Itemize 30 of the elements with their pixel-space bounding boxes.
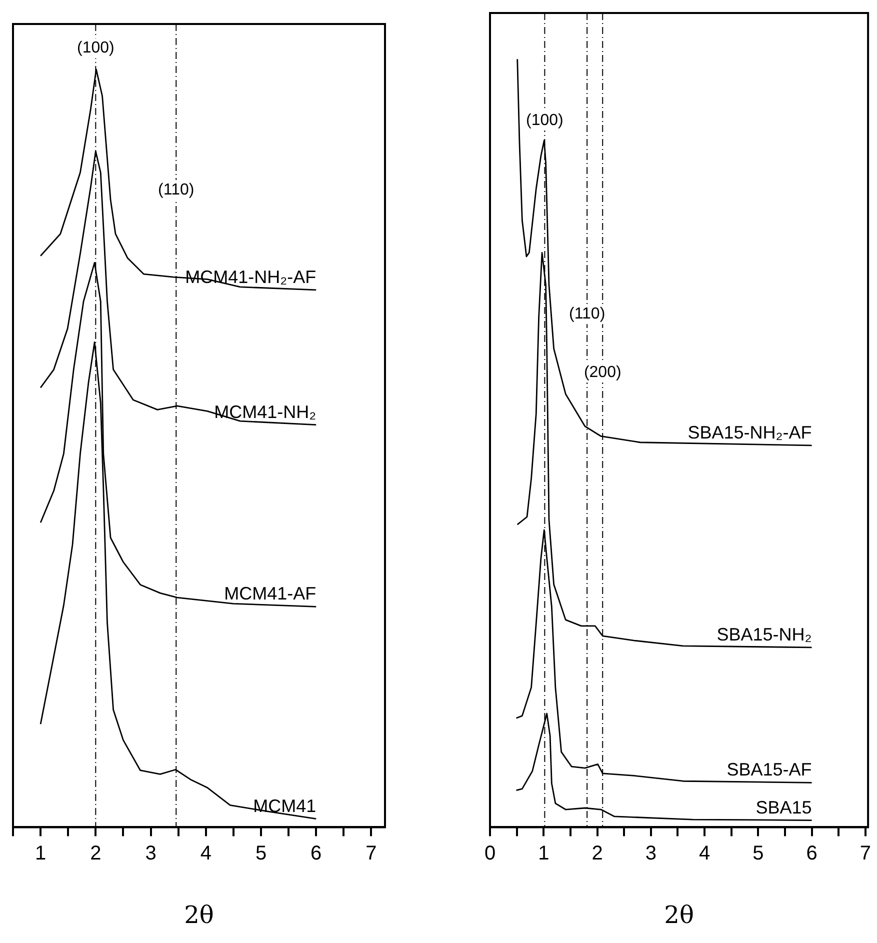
annotation: (100) — [526, 112, 564, 129]
x-tick-label: 4 — [200, 842, 212, 865]
x-tick-label: 7 — [860, 842, 871, 865]
series-label: SBA15-AF — [726, 760, 812, 780]
series-label: SBA15-NH₂-AF — [688, 422, 812, 442]
annotation: (200) — [584, 364, 622, 381]
series-label: MCM41-AF — [224, 584, 316, 604]
x-tick-label: 4 — [698, 842, 710, 865]
x-tick-label: 3 — [145, 842, 156, 865]
x-tick-label: 5 — [752, 842, 764, 865]
x-tick-label: 3 — [645, 842, 656, 865]
x-tick-label: 6 — [310, 842, 322, 865]
x-tick-label: 6 — [806, 842, 818, 865]
series-label: SBA15 — [756, 797, 812, 818]
x-tick-label: 5 — [255, 842, 267, 865]
x-tick-label: 2 — [592, 842, 603, 865]
x-tick-label: 0 — [484, 842, 496, 865]
series-label: MCM41-NH₂ — [214, 402, 316, 422]
x-tick-label: 1 — [538, 842, 550, 865]
series-label: MCM41 — [253, 796, 316, 816]
x-tick-label: 7 — [366, 842, 377, 865]
annotation: (100) — [76, 40, 114, 57]
annotation: (110) — [158, 181, 194, 198]
x-axis-title: 2θ — [664, 900, 694, 929]
x-axis-title: 2θ — [184, 900, 214, 929]
series-label: MCM41-NH₂-AF — [185, 266, 316, 287]
x-tick-label: 2 — [90, 842, 102, 865]
series-label: SBA15-NH₂ — [716, 624, 812, 644]
annotation: (110) — [568, 306, 606, 323]
x-tick-label: 1 — [34, 842, 46, 865]
